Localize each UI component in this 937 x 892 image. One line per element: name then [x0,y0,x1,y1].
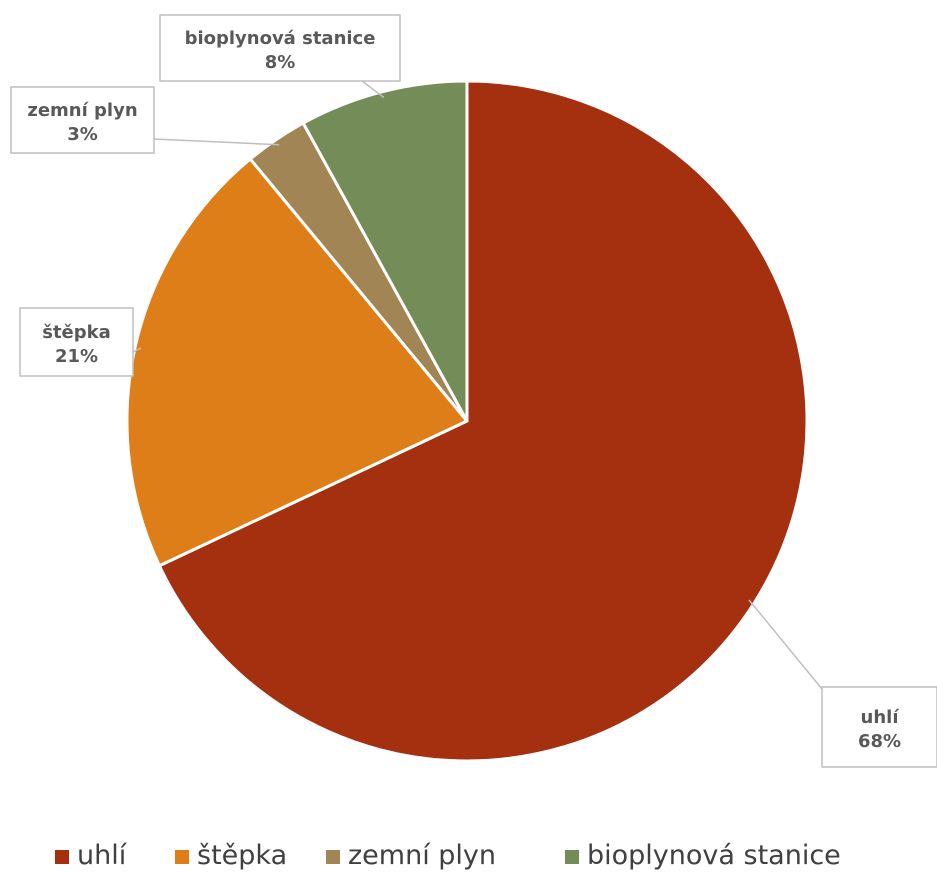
callout-box-zemni-plyn [10,86,155,154]
leader-lines [132,80,823,690]
pie-slice-stepka [125,157,469,568]
data-label-value-uhli: 68% [858,731,901,752]
legend-swatch-bioplynova-stanice [565,850,579,864]
data-label-value-bioplynova-stanice: 8% [265,52,296,73]
pie-slice-uhli [157,79,809,763]
callout-box-bioplynova-stanice [159,14,401,82]
data-label-name-bioplynova-stanice: bioplynová stanice [185,28,376,49]
leader-line-stepka [132,347,142,353]
data-label-name-uhli: uhlí [861,707,900,728]
leader-line-uhli [748,599,823,690]
legend-label-uhli: uhlí [77,840,128,871]
pie-slice-bioplynova-stanice [301,79,469,423]
legend-label-zemni-plyn: zemní plyn [348,840,496,871]
data-label-value-stepka: 21% [55,346,98,367]
pie-slices [125,79,809,763]
legend-label-stepka: štěpka [197,840,287,871]
legend-swatch-stepka [175,850,189,864]
callout-box-stepka [19,307,134,377]
data-labels: uhlí 68% štěpka 21% zemní plyn 3% bioplynová s… [10,14,937,768]
leader-line-bioplynova-stanice [361,80,385,99]
callout-box-uhli [821,686,937,768]
legend-label-bioplynova-stanice: bioplynová stanice [587,840,841,871]
data-label-name-zemni-plyn: zemní plyn [27,100,137,121]
legend-swatch-zemni-plyn [326,850,340,864]
data-label-value-zemni-plyn: 3% [67,124,98,145]
legend-swatch-uhli [55,850,69,864]
legend: uhlí štěpka zemní plyn bioplynová stanice [55,840,841,871]
leader-line-zemni-plyn [153,138,280,146]
data-label-name-stepka: štěpka [42,322,111,343]
